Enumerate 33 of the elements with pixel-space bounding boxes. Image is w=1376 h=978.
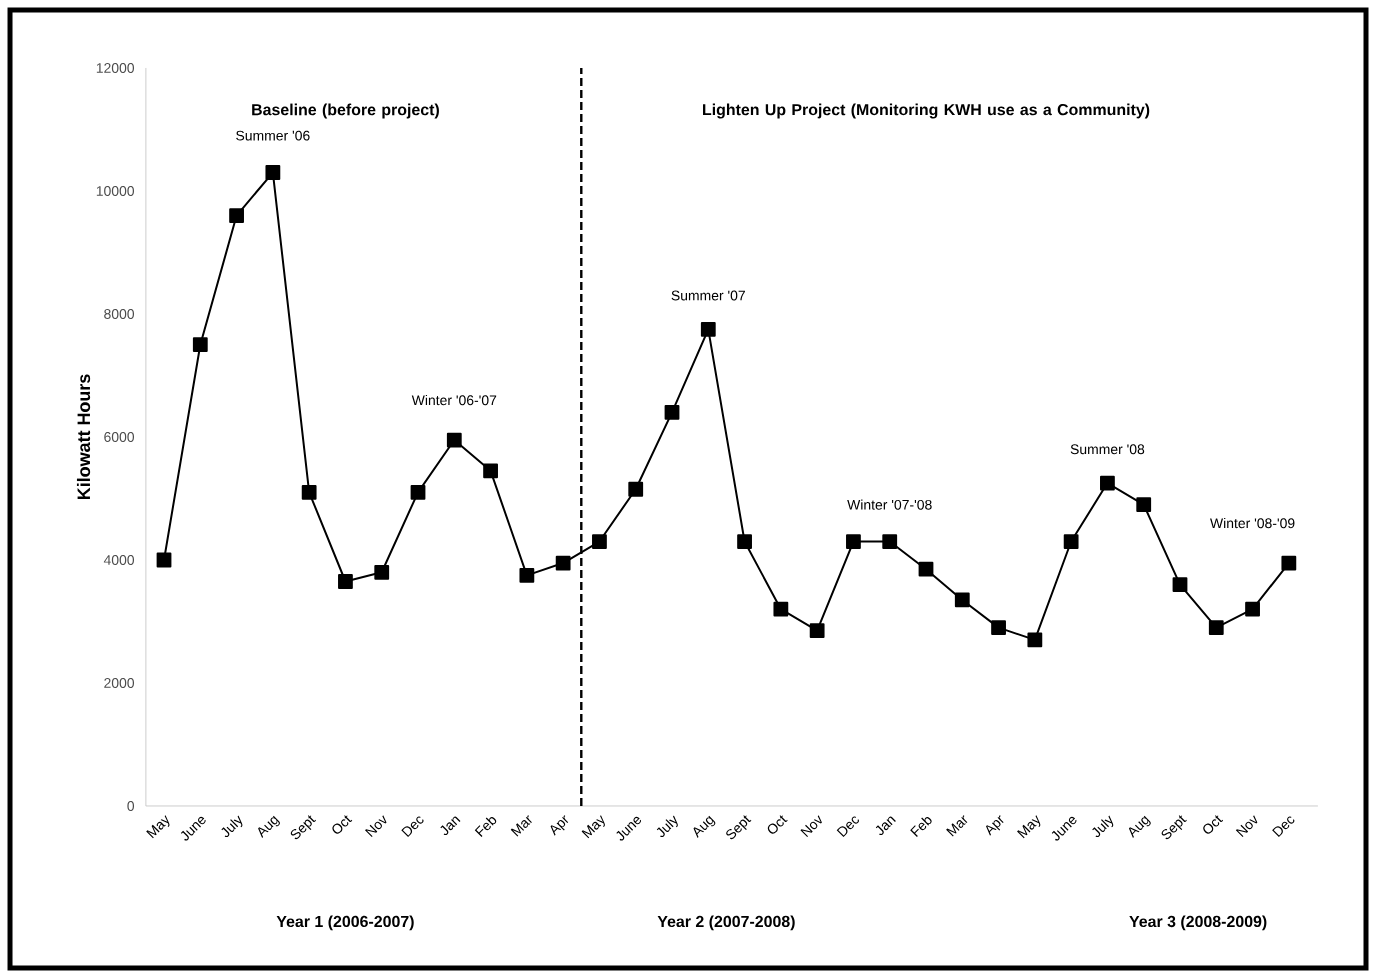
point	[592, 534, 607, 549]
point	[555, 555, 571, 571]
point	[483, 463, 498, 479]
point	[1063, 534, 1079, 549]
point	[773, 601, 789, 617]
point	[1027, 632, 1043, 648]
point	[1136, 497, 1152, 513]
point	[954, 592, 970, 608]
point	[301, 484, 317, 500]
point	[446, 432, 462, 448]
point	[519, 567, 535, 583]
point	[809, 623, 825, 639]
point	[882, 534, 898, 549]
point	[410, 484, 426, 500]
point	[192, 337, 208, 353]
point	[700, 321, 716, 337]
point	[156, 552, 172, 568]
point	[664, 404, 680, 420]
point	[737, 534, 752, 549]
point	[1245, 601, 1260, 617]
y-axis-title: Kilowatt Hours	[76, 374, 91, 500]
point	[846, 534, 861, 549]
point	[918, 561, 934, 577]
point	[374, 564, 390, 580]
point	[1172, 577, 1188, 592]
point	[991, 620, 1006, 636]
point	[1281, 555, 1297, 571]
point	[338, 574, 353, 589]
point	[1100, 475, 1115, 491]
point	[628, 481, 644, 497]
point	[229, 208, 244, 223]
point	[265, 165, 281, 180]
point	[1208, 620, 1224, 636]
